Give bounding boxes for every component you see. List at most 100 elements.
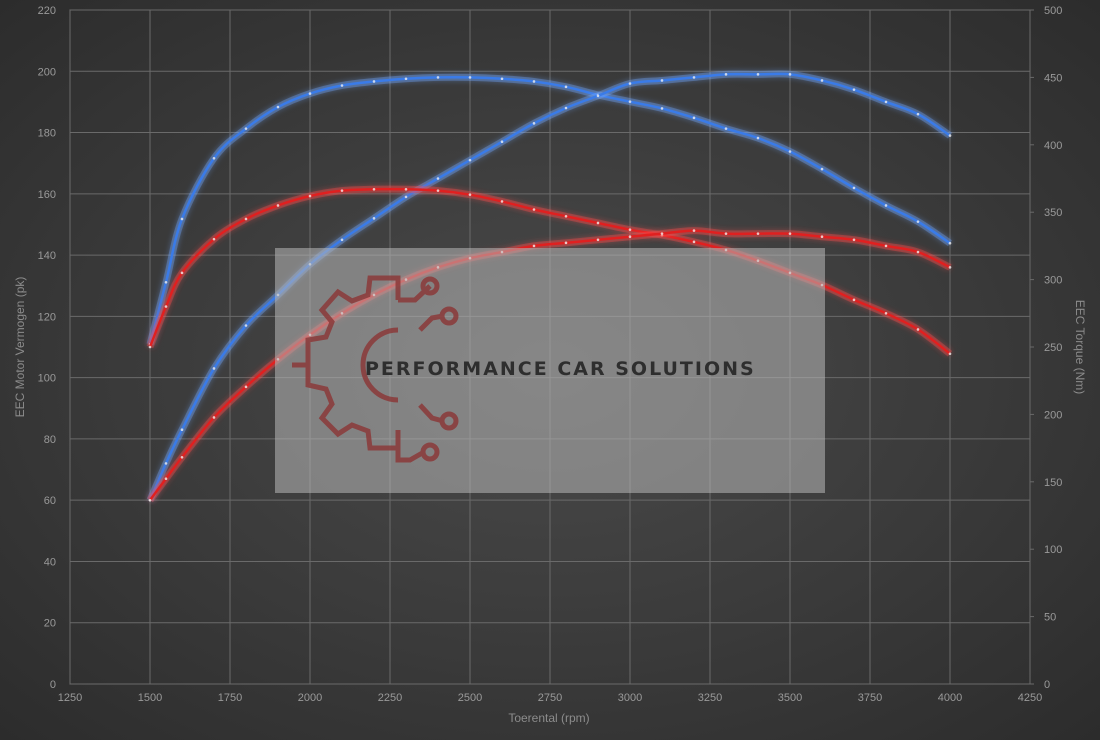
data-point xyxy=(596,238,600,242)
y-right-tick-label: 50 xyxy=(1044,612,1056,624)
data-point xyxy=(212,156,216,160)
data-point xyxy=(948,352,952,356)
x-tick-label: 1750 xyxy=(218,692,242,704)
data-point xyxy=(532,208,536,211)
x-tick-label: 3500 xyxy=(778,692,802,704)
data-point xyxy=(468,76,472,79)
y-right-tick-label: 250 xyxy=(1044,342,1062,354)
y-axis-right-title: EEC Torque (Nm) xyxy=(1073,300,1087,394)
x-tick-label: 1500 xyxy=(138,692,162,704)
data-point xyxy=(308,194,312,198)
data-point xyxy=(276,204,280,207)
data-point xyxy=(500,140,504,144)
data-point xyxy=(244,217,248,221)
data-point xyxy=(948,241,952,245)
data-point xyxy=(532,80,536,83)
data-point xyxy=(180,271,184,275)
data-point xyxy=(340,238,344,242)
data-point xyxy=(404,77,408,81)
data-point xyxy=(628,100,632,103)
data-point xyxy=(884,204,888,207)
data-point xyxy=(692,76,696,79)
data-point xyxy=(276,105,280,109)
data-point xyxy=(916,220,920,223)
data-point xyxy=(436,189,440,192)
data-point xyxy=(916,328,920,331)
data-point xyxy=(468,158,472,162)
data-point xyxy=(884,244,888,248)
data-point xyxy=(468,193,472,196)
y-right-tick-label: 200 xyxy=(1044,409,1062,421)
data-point xyxy=(820,79,824,82)
data-point xyxy=(308,92,312,95)
x-tick-label: 4250 xyxy=(1018,692,1042,704)
data-point xyxy=(628,235,632,239)
data-point xyxy=(916,112,920,116)
data-point xyxy=(596,94,600,98)
data-point xyxy=(948,266,952,269)
data-point xyxy=(756,73,760,76)
data-point xyxy=(852,186,856,190)
data-point xyxy=(164,305,168,308)
data-point xyxy=(884,312,888,315)
y-left-tick-label: 180 xyxy=(38,128,56,140)
data-point xyxy=(148,345,152,349)
y-left-tick-label: 40 xyxy=(44,556,56,568)
watermark-text: PERFORMANCE CAR SOLUTIONS xyxy=(365,358,756,380)
data-point xyxy=(564,106,568,110)
data-point xyxy=(564,214,568,218)
data-point xyxy=(180,428,184,432)
data-point xyxy=(372,80,376,83)
y-left-tick-label: 0 xyxy=(50,679,56,691)
y-left-tick-label: 140 xyxy=(38,250,56,262)
data-point xyxy=(500,77,504,81)
data-point xyxy=(788,73,792,76)
y-right-tick-label: 450 xyxy=(1044,72,1062,84)
x-axis-title: Toerental (rpm) xyxy=(508,711,589,725)
y-left-tick-label: 120 xyxy=(38,311,56,323)
data-point xyxy=(628,82,632,85)
data-point xyxy=(756,232,760,235)
axes: 1250 1500 1750 2000 2250 2500 2750 3000 3250 3500… xyxy=(38,5,1063,704)
x-tick-label: 2000 xyxy=(298,692,322,704)
data-point xyxy=(788,232,792,235)
data-point xyxy=(148,498,152,502)
data-point xyxy=(244,127,248,130)
data-point xyxy=(244,324,248,327)
y-right-tick-label: 100 xyxy=(1044,544,1062,556)
data-point xyxy=(180,455,184,459)
data-point xyxy=(884,100,888,104)
x-tick-label: 3750 xyxy=(858,692,882,704)
data-point xyxy=(756,136,760,140)
x-tick-label: 2500 xyxy=(458,692,482,704)
data-point xyxy=(404,187,408,191)
data-point xyxy=(852,88,856,91)
y-right-tick-label: 0 xyxy=(1044,679,1050,691)
y-left-tick-label: 160 xyxy=(38,189,56,201)
y-left-tick-label: 100 xyxy=(38,373,56,385)
data-point xyxy=(436,177,440,180)
y-right-tick-label: 300 xyxy=(1044,275,1062,287)
data-point xyxy=(788,150,792,153)
data-point xyxy=(820,235,824,239)
x-tick-label: 3250 xyxy=(698,692,722,704)
data-point xyxy=(532,122,536,125)
data-point xyxy=(340,84,344,87)
data-point xyxy=(404,195,408,199)
data-point xyxy=(916,250,920,254)
data-point xyxy=(500,200,504,203)
y-left-tick-label: 220 xyxy=(38,5,56,17)
data-point xyxy=(820,167,824,171)
y-right-tick-label: 500 xyxy=(1044,5,1062,17)
data-point xyxy=(212,367,216,370)
data-point xyxy=(852,238,856,242)
data-point xyxy=(532,244,536,248)
data-point xyxy=(564,241,568,245)
data-point xyxy=(692,240,696,244)
data-point xyxy=(724,232,728,235)
data-point xyxy=(948,134,952,137)
data-point xyxy=(340,189,344,192)
data-point xyxy=(596,221,600,225)
data-point xyxy=(692,229,696,232)
